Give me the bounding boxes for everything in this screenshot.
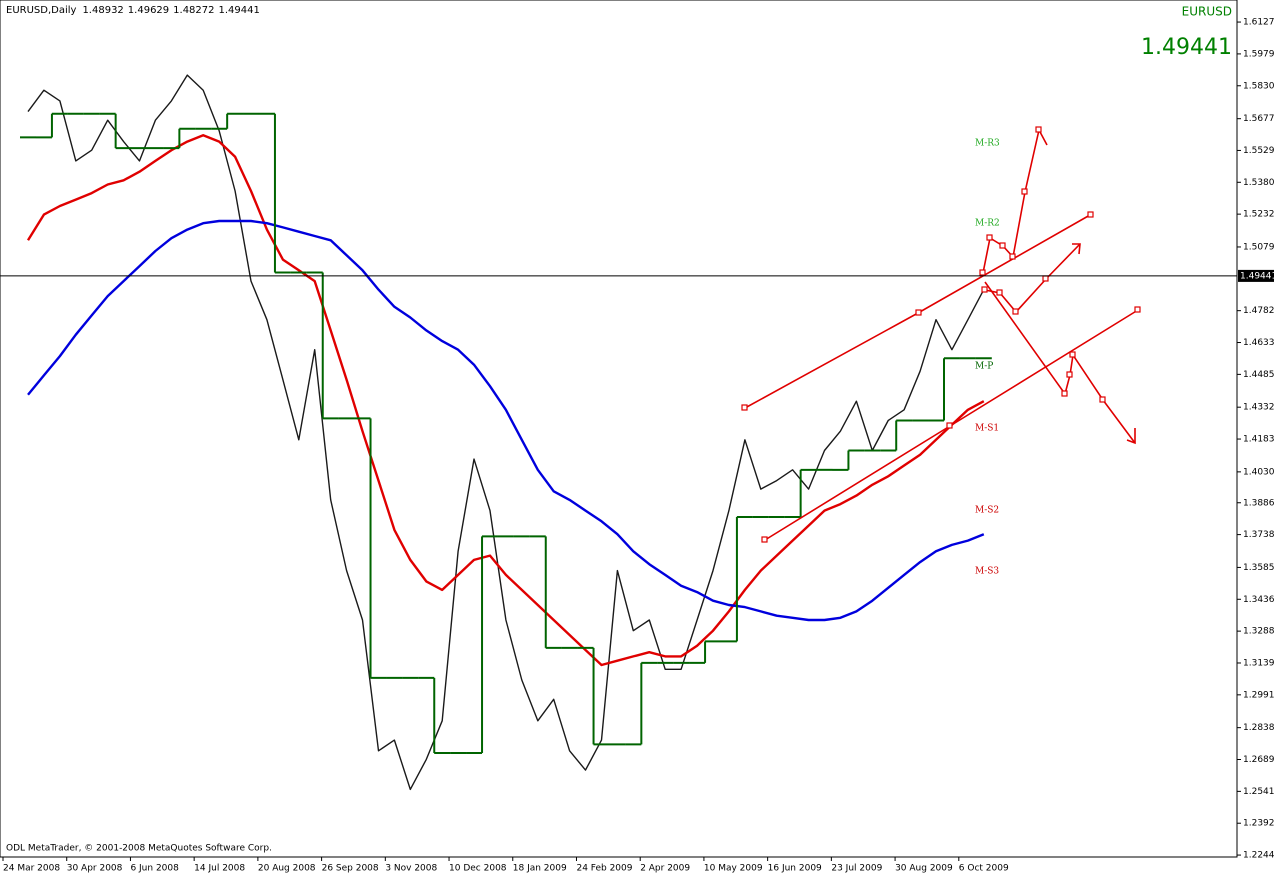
point xyxy=(1087,211,1094,218)
y-tick-label: 1.55290 xyxy=(1243,146,1274,156)
y-tick-label: 1.28380 xyxy=(1243,723,1274,733)
point xyxy=(1099,396,1106,403)
point xyxy=(946,422,953,429)
moving-average xyxy=(26,134,985,667)
x-tick-label: 26 Sep 2008 xyxy=(322,864,379,874)
ohlc-low: 1.48272 xyxy=(173,5,214,16)
x-tick-label: 30 Aug 2009 xyxy=(895,864,953,874)
point xyxy=(979,269,986,276)
y-tick-label: 1.32880 xyxy=(1243,627,1274,637)
series-layer xyxy=(20,74,992,791)
pivot-label: M-P xyxy=(975,362,993,372)
point xyxy=(761,536,768,543)
y-tick-label: 1.38865 xyxy=(1243,498,1274,508)
x-tick-label: 14 Jul 2008 xyxy=(194,864,245,874)
pivot-label: M-R3 xyxy=(975,139,1000,149)
y-tick-label: 1.41835 xyxy=(1243,435,1274,445)
chart-header: EURUSD,Daily 1.48932 1.49629 1.48272 1.49441 xyxy=(6,5,260,16)
y-tick-label: 1.58305 xyxy=(1243,81,1274,91)
point xyxy=(1012,308,1019,315)
chart-title: EURUSD,Daily xyxy=(6,5,77,16)
point xyxy=(1066,371,1073,378)
projection-down xyxy=(984,281,1136,444)
x-tick-label: 24 Feb 2009 xyxy=(576,864,632,874)
y-tick-label: 1.61275 xyxy=(1243,18,1274,28)
point xyxy=(1061,390,1068,397)
y-tick-label: 1.40305 xyxy=(1243,467,1274,477)
x-tick-label: 18 Jan 2009 xyxy=(513,864,567,874)
x-tick-label: 2 Apr 2009 xyxy=(640,864,690,874)
y-tick-label: 1.37380 xyxy=(1243,530,1274,540)
pivot-label: M-S3 xyxy=(975,567,999,577)
pivot-label: M-S1 xyxy=(975,424,999,434)
y-tick-label: 1.47820 xyxy=(1243,306,1274,316)
price-line xyxy=(27,74,985,791)
y-tick-label: 1.50790 xyxy=(1243,242,1274,252)
x-tick-label: 24 Mar 2008 xyxy=(3,864,60,874)
bid-marker xyxy=(1238,269,1274,282)
bid-price: 1.49441 xyxy=(1141,35,1232,60)
y-tick-label: 1.53805 xyxy=(1243,178,1274,188)
y-tick-label: 1.31395 xyxy=(1243,658,1274,668)
ohlc-close: 1.49441 xyxy=(219,5,260,16)
drawing-objects xyxy=(741,126,1141,543)
x-tick-label: 6 Jun 2008 xyxy=(130,864,179,874)
point xyxy=(915,309,922,316)
y-tick-label: 1.25410 xyxy=(1243,787,1274,797)
point xyxy=(986,234,993,241)
point xyxy=(1009,253,1016,260)
ohlc-high: 1.49629 xyxy=(128,5,169,16)
y-tick-label: 1.26895 xyxy=(1243,755,1274,765)
plot-area xyxy=(0,0,1238,858)
y-tick-label: 1.56770 xyxy=(1243,114,1274,124)
moving-average xyxy=(27,219,985,622)
y-tick-label: 1.23925 xyxy=(1243,819,1274,829)
x-tick-label: 10 May 2009 xyxy=(704,864,763,874)
x-tick-label: 3 Nov 2008 xyxy=(385,864,437,874)
copyright: ODL MetaTrader, © 2001-2008 MetaQuotes S… xyxy=(6,844,272,854)
point xyxy=(1021,188,1028,195)
point xyxy=(741,404,748,411)
point xyxy=(1069,351,1076,358)
point xyxy=(996,289,1003,296)
x-tick-label: 10 Dec 2008 xyxy=(449,864,507,874)
pivot-label: M-R2 xyxy=(975,219,1000,229)
y-tick-label: 1.43320 xyxy=(1243,403,1274,413)
y-tick-label: 1.34365 xyxy=(1243,595,1274,605)
x-tick-label: 16 Jun 2009 xyxy=(768,864,822,874)
y-tick-label: 1.22440 xyxy=(1243,851,1274,861)
x-tick-label: 6 Oct 2009 xyxy=(959,864,1009,874)
y-tick-label: 1.29910 xyxy=(1243,690,1274,700)
point xyxy=(981,286,988,293)
point xyxy=(1134,306,1141,313)
y-tick-label: 1.59790 xyxy=(1243,49,1274,59)
point xyxy=(999,242,1006,249)
bid-axis-label: 1.49441 xyxy=(1240,271,1274,281)
ohlc-open: 1.48932 xyxy=(82,5,123,16)
y-tick-label: 1.46335 xyxy=(1243,338,1274,348)
y-tick-label: 1.44850 xyxy=(1243,370,1274,380)
point xyxy=(1035,126,1042,133)
pivot-label: M-S2 xyxy=(975,506,999,516)
arrow-head xyxy=(1072,243,1081,255)
y-tick-label: 1.35850 xyxy=(1243,563,1274,573)
x-tick-label: 30 Apr 2008 xyxy=(67,864,123,874)
arrow-head xyxy=(1126,428,1136,445)
x-tick-label: 23 Jul 2009 xyxy=(831,864,882,874)
symbol: EURUSD xyxy=(1182,5,1232,19)
point xyxy=(1042,275,1049,282)
y-tick-label: 1.52320 xyxy=(1243,210,1274,220)
x-tick-label: 20 Aug 2008 xyxy=(258,864,316,874)
